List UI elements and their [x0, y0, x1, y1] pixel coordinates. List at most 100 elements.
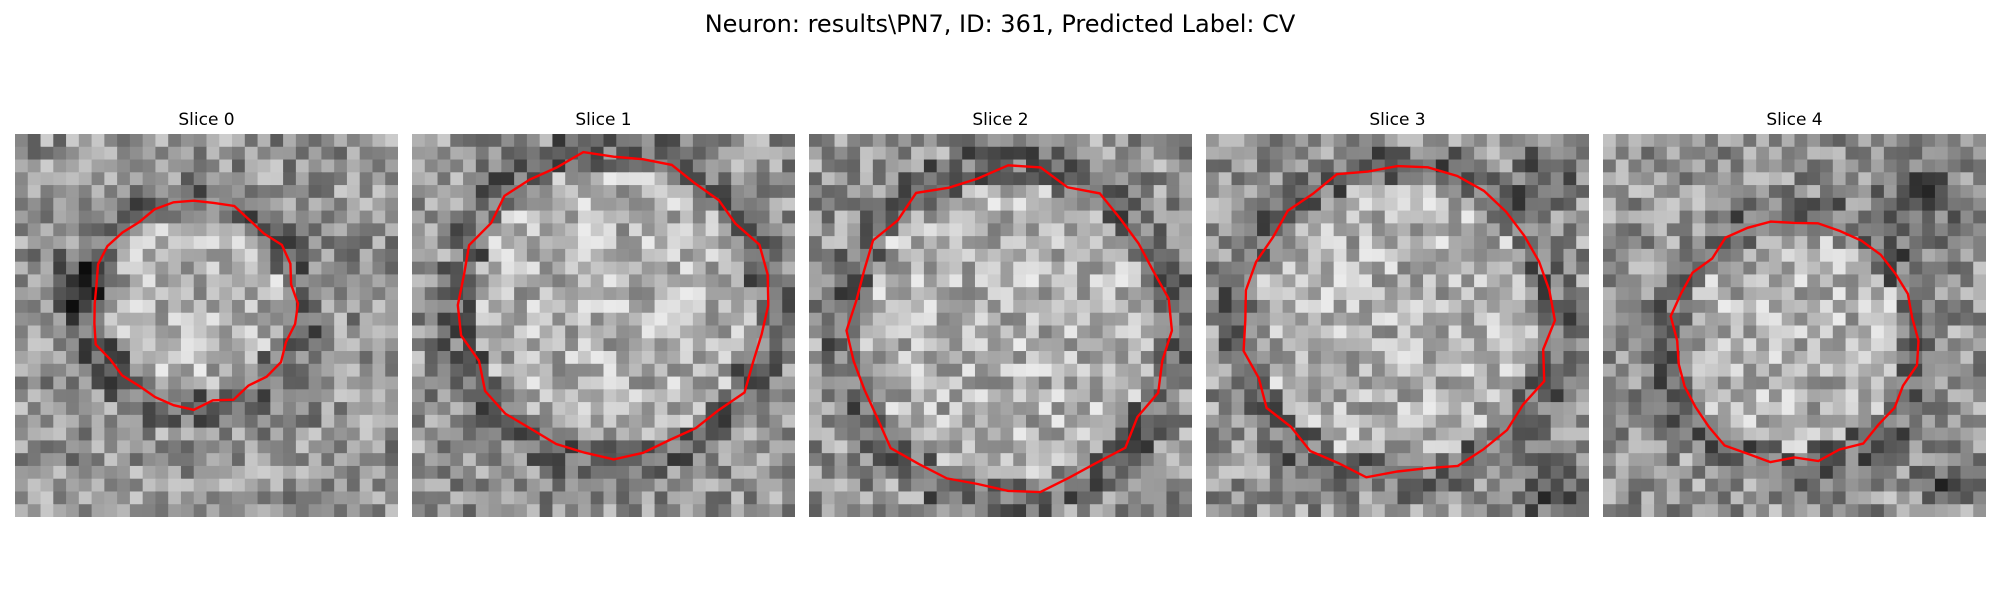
pixel — [1756, 504, 1770, 517]
pixel — [860, 197, 874, 212]
pixel — [514, 504, 528, 517]
pixel — [987, 261, 1002, 276]
pixel — [1128, 134, 1142, 148]
pixel — [1410, 223, 1424, 237]
pixel — [1038, 402, 1053, 416]
pixel — [424, 351, 439, 365]
pixel — [270, 376, 284, 390]
pixel — [821, 172, 836, 186]
pixel — [283, 414, 297, 429]
pixel — [1435, 261, 1450, 276]
pixel — [1000, 287, 1014, 301]
pixel — [1730, 248, 1745, 263]
pixel — [1244, 312, 1258, 327]
pixel — [129, 402, 144, 416]
pixel — [180, 325, 195, 339]
pixel — [590, 440, 605, 454]
pixel — [1845, 363, 1859, 378]
pixel — [885, 185, 899, 199]
pixel — [1832, 414, 1847, 429]
pixel — [1512, 261, 1526, 276]
pixel — [1026, 261, 1040, 276]
pixel — [1397, 287, 1411, 301]
pixel — [1064, 325, 1078, 339]
pixel — [206, 159, 220, 173]
pixel — [1140, 223, 1155, 237]
pixel — [1909, 236, 1923, 250]
pixel — [565, 491, 579, 505]
pixel — [1206, 376, 1220, 390]
pixel — [1128, 491, 1142, 505]
pixel — [1115, 299, 1129, 314]
pixel — [923, 134, 938, 148]
pixel — [1768, 197, 1783, 212]
pixel — [1102, 287, 1116, 301]
pixel — [1115, 376, 1129, 390]
pixel — [372, 376, 386, 390]
pixel — [1308, 172, 1322, 186]
pixel — [1512, 325, 1526, 339]
pixel — [334, 197, 348, 212]
pixel — [743, 389, 758, 403]
pixel — [1153, 197, 1168, 212]
pixel — [1730, 453, 1745, 467]
pixel — [1512, 299, 1526, 314]
pixel — [1115, 478, 1129, 493]
pixel — [949, 402, 963, 416]
pixel — [1218, 274, 1233, 288]
pixel — [1666, 465, 1681, 480]
pixel — [244, 210, 259, 224]
pixel — [1397, 134, 1411, 148]
pixel — [1166, 389, 1180, 403]
pixel — [1947, 172, 1962, 186]
pixel — [1820, 453, 1834, 467]
pixel — [142, 465, 157, 480]
pixel — [295, 248, 310, 263]
pixel — [450, 197, 464, 212]
pixel — [1333, 287, 1348, 301]
pixel — [193, 312, 208, 327]
pixel — [1896, 236, 1910, 250]
pixel — [283, 351, 297, 365]
pixel — [885, 159, 899, 173]
pixel — [15, 402, 29, 416]
pixel — [1845, 414, 1859, 429]
pixel — [15, 363, 29, 378]
pixel — [1257, 185, 1271, 199]
pixel — [1410, 197, 1424, 212]
pixel — [1947, 465, 1962, 480]
pixel — [514, 453, 528, 467]
pixel — [334, 299, 348, 314]
pixel — [155, 504, 169, 517]
pixel — [809, 159, 823, 173]
pixel — [654, 325, 668, 339]
pixel — [1384, 402, 1399, 416]
pixel — [1537, 299, 1552, 314]
pixel — [346, 351, 361, 365]
pixel — [1537, 414, 1552, 429]
pixel — [475, 210, 490, 224]
pixel — [66, 504, 80, 517]
pixel — [1333, 299, 1348, 314]
pixel — [782, 465, 795, 480]
pixel — [1615, 325, 1630, 339]
pixel — [911, 504, 925, 517]
pixel — [987, 312, 1002, 327]
pixel — [283, 402, 297, 416]
pixel — [257, 146, 271, 161]
pixel — [1448, 146, 1462, 161]
pixel — [847, 478, 861, 493]
pixel — [962, 453, 976, 467]
pixel — [667, 338, 681, 352]
pixel — [295, 504, 310, 517]
pixel — [1960, 299, 1974, 314]
pixel — [1922, 363, 1936, 378]
pixel — [1563, 465, 1577, 480]
pixel — [1333, 491, 1348, 505]
pixel — [219, 236, 233, 250]
pixel — [860, 504, 874, 517]
pixel — [1679, 389, 1693, 403]
pixel — [847, 414, 861, 429]
pixel — [1832, 465, 1847, 480]
pixel — [1231, 414, 1245, 429]
